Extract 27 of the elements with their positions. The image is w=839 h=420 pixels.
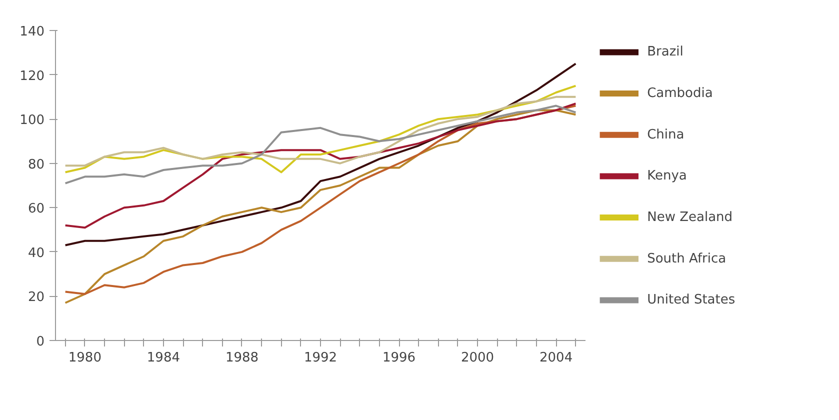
x-tick-label: 1984 bbox=[146, 350, 180, 366]
legend-label: Kenya bbox=[647, 168, 687, 184]
line-series bbox=[64, 104, 577, 184]
x-tick-label: 2004 bbox=[540, 350, 573, 366]
y-tick-label: 60 bbox=[28, 202, 45, 217]
legend-label: China bbox=[647, 127, 684, 142]
y-tick-label: 140 bbox=[20, 24, 45, 40]
x-tick-label: 1980 bbox=[68, 350, 102, 366]
legend-label: South Africa bbox=[647, 251, 726, 266]
x-tick-label: 1996 bbox=[382, 350, 416, 366]
y-tick-label: 100 bbox=[20, 113, 45, 128]
line-series bbox=[64, 62, 577, 246]
y-tick-label: 120 bbox=[20, 68, 45, 84]
y-tick-label: 0 bbox=[36, 334, 45, 350]
x-tick-label: 1988 bbox=[225, 350, 259, 366]
y-tick-label: 20 bbox=[28, 290, 45, 306]
legend-label: Cambodia bbox=[647, 86, 713, 102]
legend-label: United States bbox=[647, 292, 736, 308]
line-series bbox=[64, 96, 577, 167]
line-series bbox=[64, 84, 577, 174]
y-tick-label: 40 bbox=[28, 246, 45, 261]
legend-label: New Zealand bbox=[647, 210, 733, 226]
y-tick-label: 80 bbox=[28, 157, 45, 172]
x-tick-label: 1992 bbox=[304, 350, 338, 366]
legend-label: Brazil bbox=[647, 44, 684, 60]
x-tick-label: 2000 bbox=[460, 350, 494, 366]
line-series bbox=[64, 102, 577, 229]
